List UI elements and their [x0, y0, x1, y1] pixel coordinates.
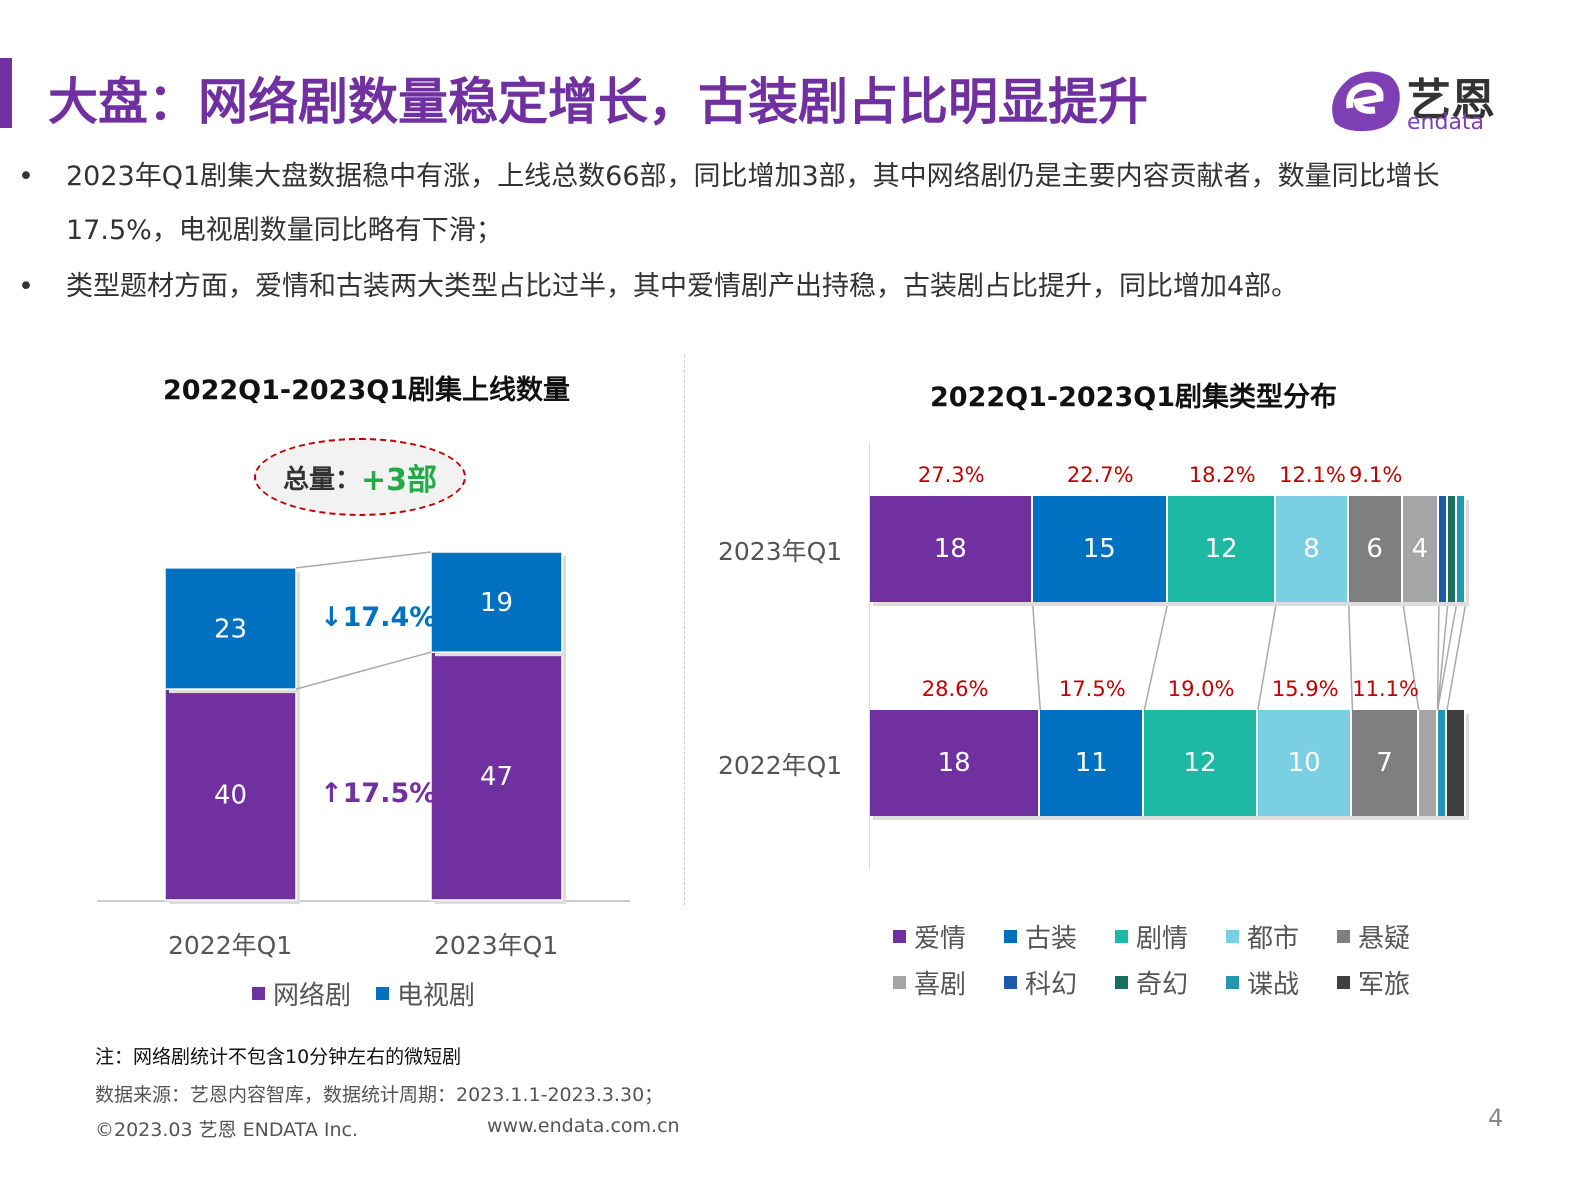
divider: [684, 355, 685, 905]
page-title: 大盘：网络剧数量稳定增长，古装剧占比明显提升: [48, 73, 1148, 131]
legend-都市: 都市: [1226, 918, 1299, 955]
connector-line: [1143, 601, 1169, 711]
legend-爱情: 爱情: [893, 918, 966, 955]
total-callout: 总量： +3部: [254, 438, 466, 516]
note: 注：网络剧统计不包含10分钟左右的微短剧: [95, 1046, 462, 1068]
connector-line: [1446, 601, 1467, 711]
legend-悬疑: 悬疑: [1337, 918, 1410, 955]
x-tick: 2023年Q1: [434, 931, 559, 960]
bar-segment-爱情: 18: [870, 710, 1041, 816]
connector-line: [1347, 601, 1354, 711]
title-accent-bar: [0, 58, 12, 128]
legend-古装: 古装: [1004, 918, 1077, 955]
legend-奇幻: 奇幻: [1115, 964, 1188, 1001]
data-label: 19: [480, 588, 513, 618]
bar-电视剧: [164, 567, 297, 690]
series-connectors: [1031, 601, 1467, 711]
y-tick: 2022年Q1: [718, 751, 843, 780]
connector-line: [1402, 601, 1420, 711]
bar-segment-科幻: [1438, 496, 1448, 602]
bar-电视剧: [430, 551, 563, 653]
bar-segment-喜剧: [1418, 710, 1438, 816]
y-tick: 2023年Q1: [718, 537, 843, 566]
legend-web: 网络剧: [252, 975, 351, 1012]
legend-喜剧: 喜剧: [893, 964, 966, 1001]
left-chart-title: 2022Q1-2023Q1剧集上线数量: [163, 375, 570, 406]
pct-label: 17.5%: [1058, 677, 1126, 701]
bar-segment-剧情: 12: [1144, 710, 1258, 816]
connector-line: [1436, 601, 1458, 711]
legend-tv: 电视剧: [376, 975, 475, 1012]
pct-label: 11.1%: [1352, 677, 1419, 701]
bar-segment-喜剧: 4: [1402, 496, 1439, 602]
left-chart: 40 23 47 19: [97, 551, 630, 904]
bar-网络剧: [164, 688, 297, 901]
bar-segment-悬疑: 7: [1352, 710, 1419, 816]
connector-line: [1257, 601, 1278, 711]
connector-line: [1436, 601, 1449, 711]
bar-segment-古装: 15: [1032, 496, 1168, 602]
bar-segment-谍战: [1437, 710, 1448, 816]
pct-label: 9.1%: [1349, 463, 1403, 487]
bar-segment-谍战: [1456, 496, 1466, 602]
legend-科幻: 科幻: [1004, 964, 1077, 1001]
pct-label: 15.9%: [1271, 677, 1339, 701]
connector-line: [1436, 601, 1440, 711]
bar-segment-古装: 11: [1040, 710, 1145, 816]
pct-label: 27.3%: [917, 463, 985, 487]
y-axis: [869, 442, 870, 870]
page-number: 4: [1488, 1104, 1504, 1132]
pct-label: 28.6%: [921, 677, 989, 701]
data-label: 23: [214, 614, 247, 644]
tv-change-label: ↓17.4%: [320, 602, 437, 633]
web-change-label: ↑17.5%: [320, 778, 437, 809]
endata-logo: 艺恩 endata: [1325, 68, 1510, 138]
pct-label: 12.1%: [1279, 463, 1346, 487]
right-chart-title: 2022Q1-2023Q1剧集类型分布: [930, 382, 1337, 413]
bar-segment-都市: 8: [1276, 496, 1349, 602]
bar-segment-剧情: 12: [1168, 496, 1277, 602]
data-label: 40: [214, 781, 247, 811]
data-label: 47: [480, 762, 513, 792]
bar-segment-都市: 10: [1257, 710, 1353, 816]
bar-segment-军旅: [1447, 710, 1466, 816]
x-tick: 2022年Q1: [168, 931, 293, 960]
legend-军旅: 军旅: [1337, 964, 1410, 1001]
bar-segment-爱情: 18: [870, 496, 1033, 602]
legend-剧情: 剧情: [1115, 918, 1188, 955]
copyright: ©2023.03 艺恩 ENDATA Inc.: [95, 1119, 358, 1141]
bar-segment-奇幻: [1447, 496, 1457, 602]
pct-label: 18.2%: [1188, 463, 1256, 487]
legend-谍战: 谍战: [1226, 964, 1299, 1001]
pct-label: 19.0%: [1167, 677, 1235, 701]
bar-segment-悬疑: 6: [1348, 496, 1403, 602]
connector-line: [1031, 601, 1042, 711]
website-link[interactable]: www.endata.com.cn: [487, 1115, 680, 1137]
source: 数据来源：艺恩内容智库，数据统计周期：2023.1.1-2023.3.30；: [95, 1084, 664, 1106]
bar-网络剧: [430, 651, 563, 901]
pct-label: 22.7%: [1066, 463, 1134, 487]
